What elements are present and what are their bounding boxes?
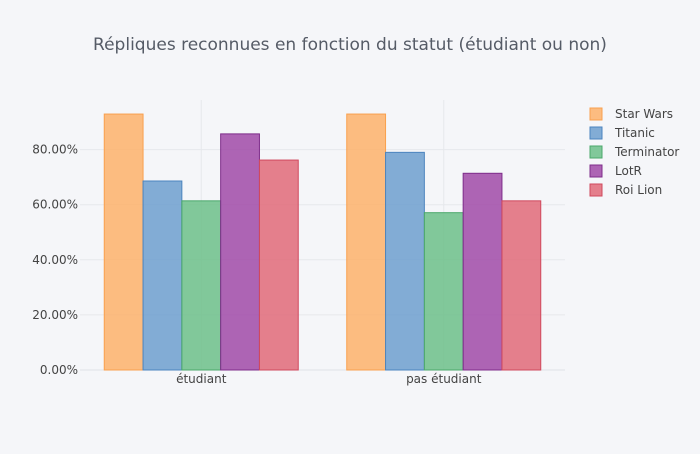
bars-layer bbox=[103, 113, 542, 371]
legend-swatch bbox=[589, 164, 603, 178]
axis-layer: 0.00% 20.00% 40.00% 60.00% 80.00% étudiant pas… bbox=[32, 143, 481, 386]
bar-titanic[interactable] bbox=[142, 180, 183, 371]
legend-item[interactable]: LotR bbox=[589, 164, 642, 178]
bar-titanic[interactable] bbox=[385, 151, 425, 371]
bar-star-wars[interactable] bbox=[346, 113, 387, 371]
legend-label: LotR bbox=[615, 164, 642, 178]
y-tick-label: 0.00% bbox=[40, 363, 78, 377]
legend-label: Star Wars bbox=[615, 107, 673, 121]
legend-label: Titanic bbox=[614, 126, 655, 140]
bar-star-wars[interactable] bbox=[103, 113, 144, 371]
bar-roi-lion[interactable] bbox=[258, 159, 299, 371]
legend-label: Roi Lion bbox=[615, 183, 662, 197]
y-tick-label: 20.00% bbox=[32, 308, 78, 322]
bar-terminator[interactable] bbox=[423, 212, 464, 371]
legend-item[interactable]: Titanic bbox=[589, 126, 655, 140]
legend-swatch bbox=[589, 126, 603, 140]
bar-roi-lion[interactable] bbox=[501, 200, 542, 371]
legend-item[interactable]: Star Wars bbox=[589, 107, 673, 121]
x-tick-label: pas étudiant bbox=[406, 372, 482, 386]
legend-swatch bbox=[589, 107, 603, 121]
legend-swatch bbox=[589, 183, 603, 197]
chart-title: Répliques reconnues en fonction du statu… bbox=[93, 35, 607, 55]
y-tick-label: 40.00% bbox=[32, 253, 78, 267]
legend-item[interactable]: Terminator bbox=[589, 145, 679, 159]
bar-lotr[interactable] bbox=[462, 172, 503, 371]
x-tick-label: étudiant bbox=[176, 372, 227, 386]
y-tick-label: 80.00% bbox=[32, 143, 78, 157]
legend-swatch bbox=[589, 145, 603, 159]
y-tick-label: 60.00% bbox=[32, 198, 78, 212]
legend-label: Terminator bbox=[614, 145, 679, 159]
legend[interactable]: Star Wars Titanic Terminator LotR Roi Lion bbox=[589, 107, 679, 197]
bar-lotr[interactable] bbox=[220, 133, 260, 371]
legend-item[interactable]: Roi Lion bbox=[589, 183, 662, 197]
bar-terminator[interactable] bbox=[181, 200, 222, 371]
